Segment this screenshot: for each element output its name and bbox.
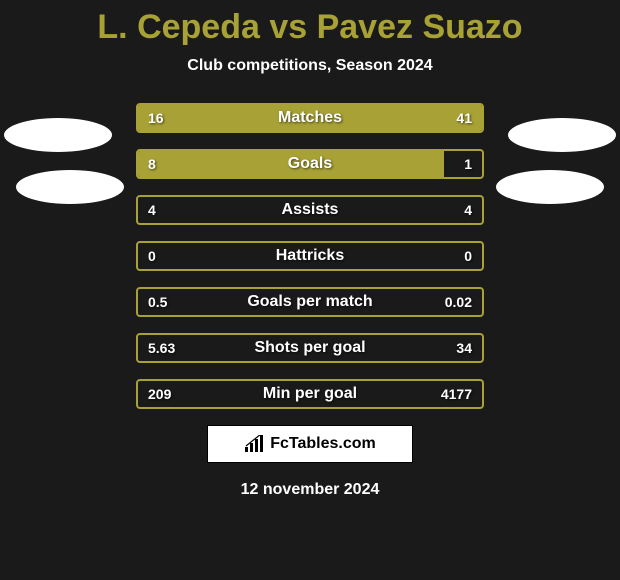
stat-row: 8 Goals 1 (136, 149, 484, 179)
stat-label: Hattricks (138, 243, 482, 269)
stat-value-right: 0 (464, 243, 472, 269)
stat-row: 16 Matches 41 (136, 103, 484, 133)
stat-row: 4 Assists 4 (136, 195, 484, 225)
stat-row: 0 Hattricks 0 (136, 241, 484, 271)
stat-value-right: 0.02 (445, 289, 472, 315)
stats-bars: 16 Matches 41 8 Goals 1 4 Assists 4 0 Ha… (136, 103, 484, 409)
avatar-left-shadow (4, 118, 112, 152)
avatar-right-shadow (508, 118, 616, 152)
avatar-right (496, 170, 604, 204)
stat-label: Min per goal (138, 381, 482, 407)
avatar-left (16, 170, 124, 204)
stat-label: Goals per match (138, 289, 482, 315)
brand-text: FcTables.com (270, 435, 376, 453)
brand-badge[interactable]: FcTables.com (207, 425, 413, 463)
date-text: 12 november 2024 (0, 481, 620, 499)
subtitle: Club competitions, Season 2024 (0, 57, 620, 75)
stat-label: Shots per goal (138, 335, 482, 361)
stat-value-right: 4 (464, 197, 472, 223)
chart-icon (244, 435, 266, 453)
stat-label: Matches (138, 105, 482, 131)
stat-row: 5.63 Shots per goal 34 (136, 333, 484, 363)
stat-row: 0.5 Goals per match 0.02 (136, 287, 484, 317)
stat-value-right: 4177 (441, 381, 472, 407)
stat-value-right: 34 (456, 335, 472, 361)
stat-value-right: 41 (456, 105, 472, 131)
stat-row: 209 Min per goal 4177 (136, 379, 484, 409)
stat-label: Goals (138, 151, 482, 177)
comparison-card: L. Cepeda vs Pavez Suazo Club competitio… (0, 0, 620, 580)
stat-value-right: 1 (464, 151, 472, 177)
page-title: L. Cepeda vs Pavez Suazo (0, 8, 620, 47)
stat-label: Assists (138, 197, 482, 223)
